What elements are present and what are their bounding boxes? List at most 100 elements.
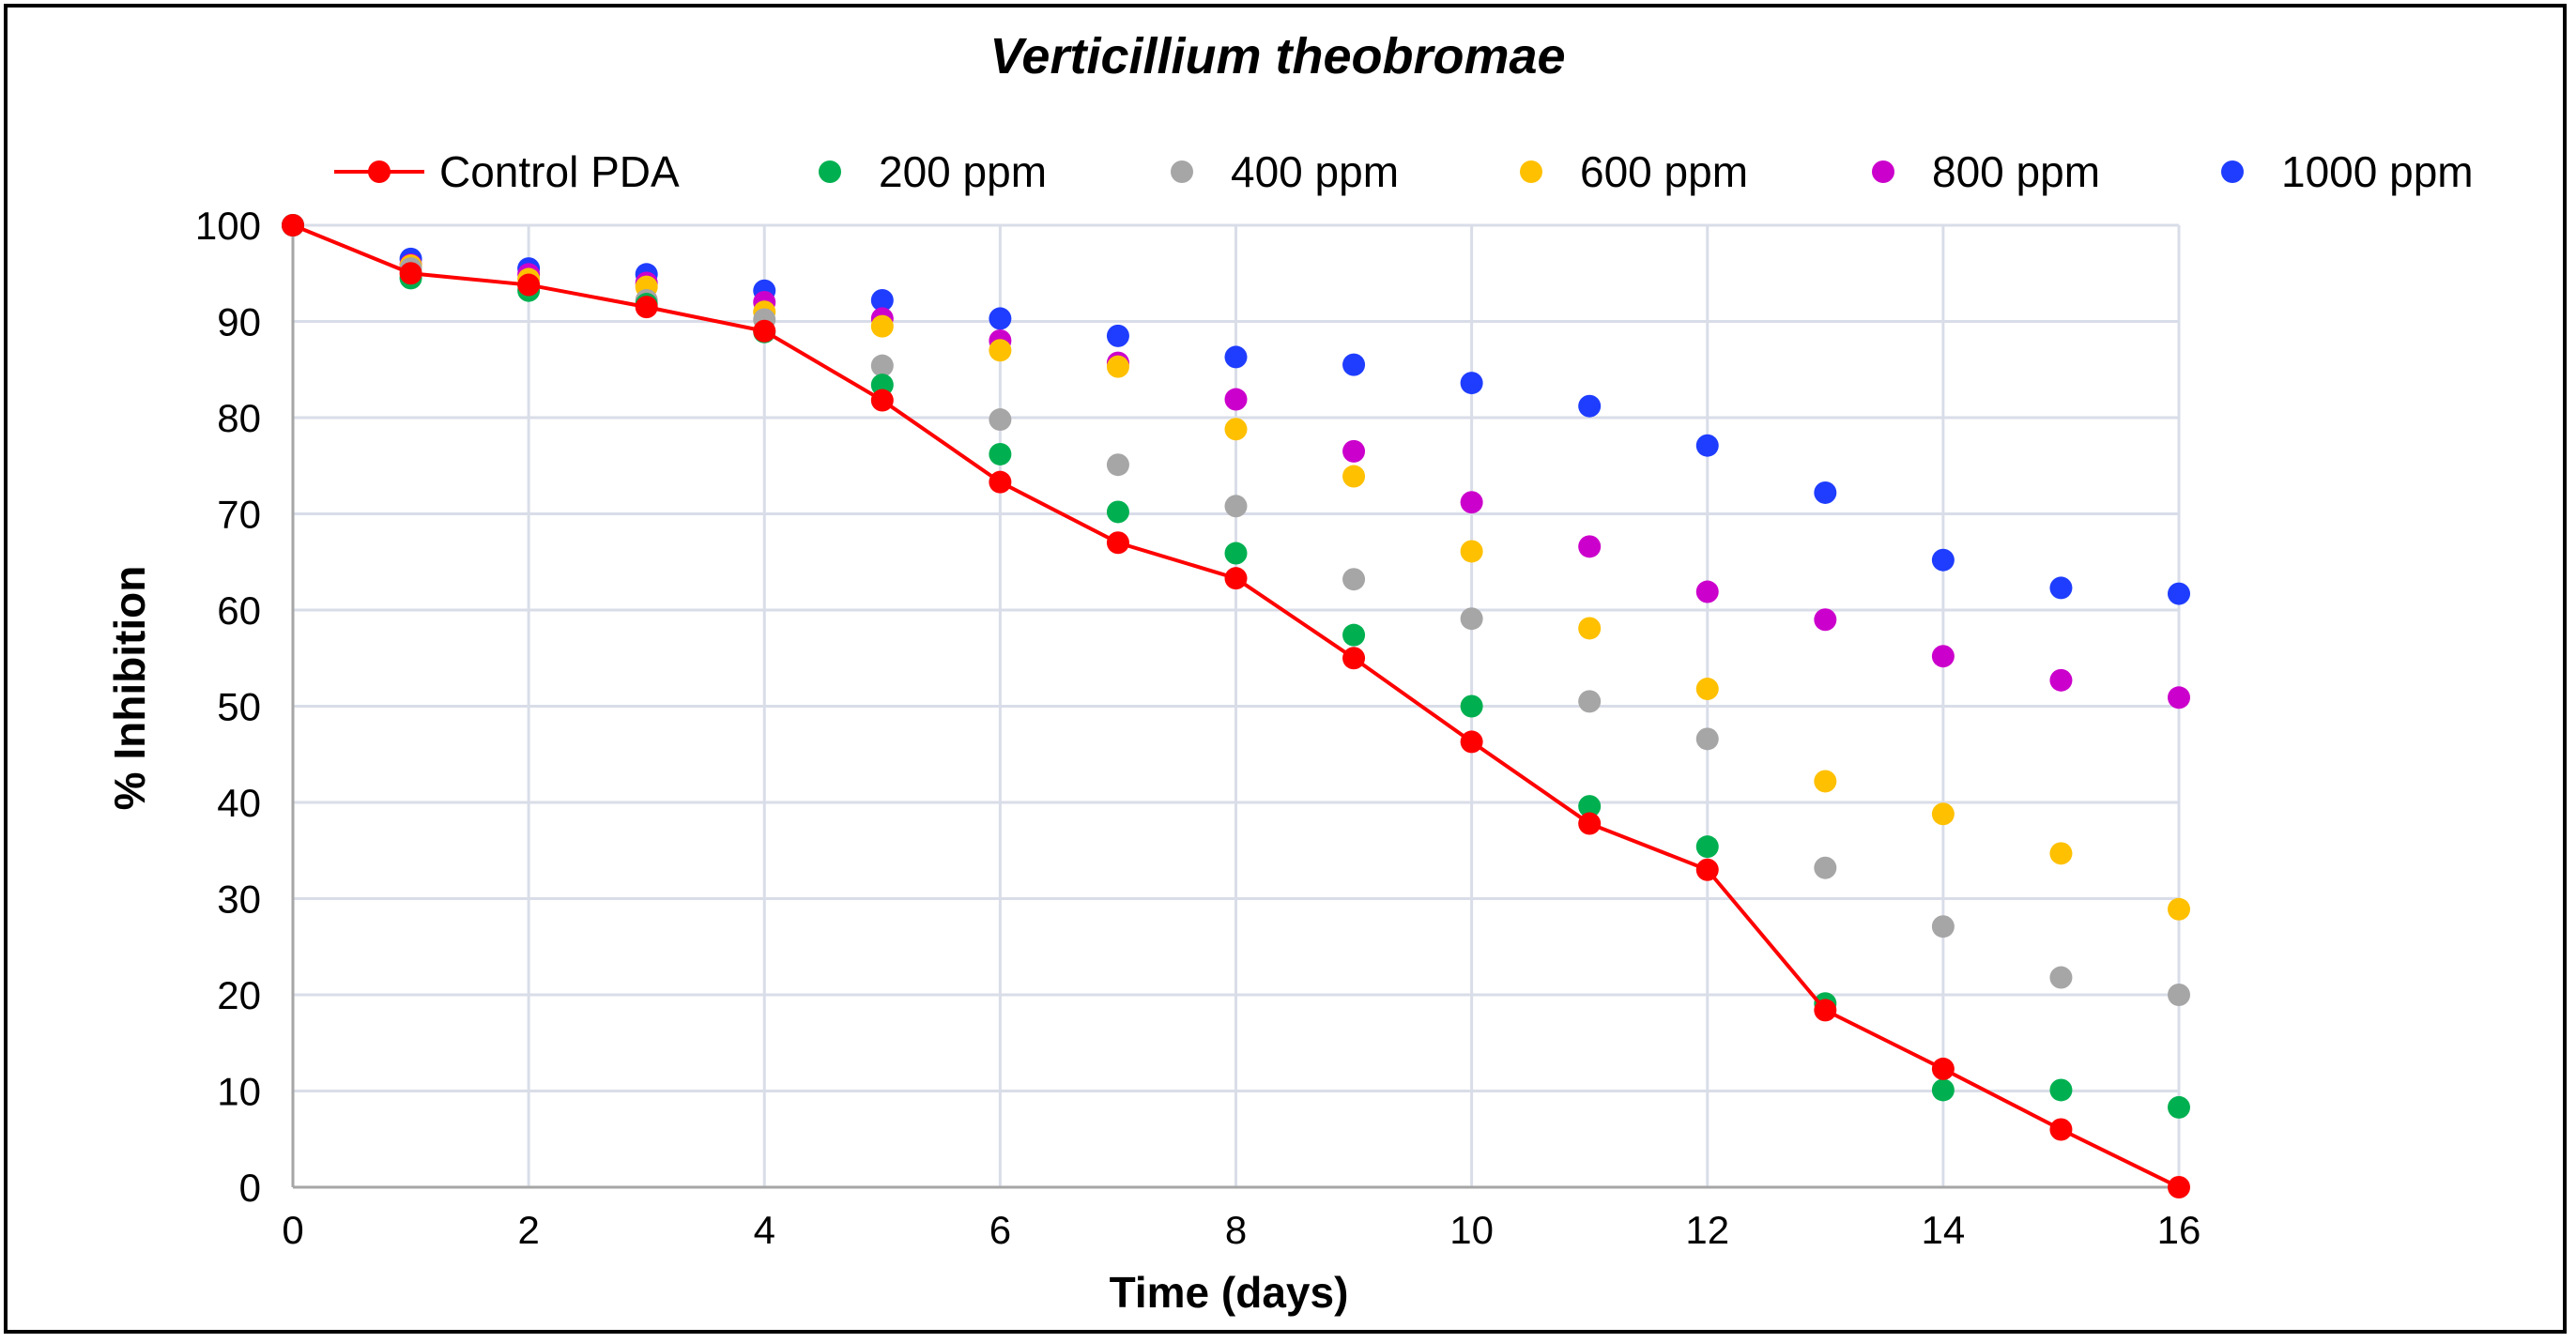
data-point (1695, 858, 1719, 881)
data-point (1814, 856, 1837, 879)
y-axis-title: % Inhibition (105, 566, 154, 811)
legend: Control PDA 200 ppm 400 ppm 600 ppm 800 ppm 1… (334, 147, 2474, 196)
data-point (1224, 567, 1248, 590)
y-tick-label: 90 (217, 300, 261, 344)
legend-label: 800 ppm (1932, 147, 2100, 196)
data-point (1931, 1057, 1955, 1080)
data-point (2168, 984, 2190, 1006)
data-point (870, 314, 894, 338)
y-tick-label: 10 (217, 1070, 261, 1114)
data-point (1931, 548, 1955, 572)
data-point (1578, 394, 1602, 418)
data-point (635, 296, 658, 319)
x-tick-label: 0 (282, 1208, 303, 1252)
data-point (1814, 608, 1837, 632)
data-point (1460, 730, 1483, 754)
data-point (1695, 727, 1719, 751)
legend-item: 200 ppm (819, 147, 1047, 196)
y-tick-label: 40 (217, 781, 261, 825)
legend-label: 400 ppm (1231, 147, 1399, 196)
data-point (1106, 531, 1129, 555)
data-point (989, 442, 1012, 465)
data-point (1578, 690, 1602, 713)
chart-frame: Verticillium theobromae 0 2 4 6 8 10 12 14 16 0 10… (4, 4, 2567, 1334)
data-point (870, 354, 894, 377)
legend-label: Control PDA (439, 147, 680, 196)
data-point (1814, 999, 1837, 1022)
y-tick-label: 60 (217, 588, 261, 633)
data-point (1342, 623, 1366, 647)
x-tick-label: 8 (1225, 1208, 1247, 1252)
data-point (2049, 1078, 2073, 1102)
data-point (1578, 812, 1602, 835)
data-point (282, 214, 304, 237)
x-tick-label: 10 (1449, 1208, 1494, 1252)
axis-layer: 0 2 4 6 8 10 12 14 16 0 10 20 30 40 50 60 70 80 90 100 (195, 204, 2200, 1252)
data-point (1106, 355, 1129, 378)
legend-item: 600 ppm (1520, 147, 1748, 196)
data-point (1342, 568, 1366, 591)
x-tick-label: 4 (754, 1208, 775, 1252)
legend-marker (2221, 160, 2244, 183)
x-tick-label: 6 (989, 1208, 1011, 1252)
data-point (1224, 418, 1248, 441)
data-point (1106, 500, 1129, 524)
data-point (1224, 495, 1248, 518)
legend-label: 200 ppm (879, 147, 1047, 196)
data-point (1342, 353, 1366, 376)
data-point (989, 470, 1012, 494)
y-tick-label: 70 (217, 493, 261, 537)
data-point (1931, 802, 1955, 826)
data-point (2049, 1118, 2073, 1141)
data-point (1224, 345, 1248, 369)
data-point (1578, 535, 1602, 558)
y-tick-label: 20 (217, 973, 261, 1017)
data-point (1695, 434, 1719, 457)
chart-svg: Verticillium theobromae 0 2 4 6 8 10 12 14 16 0 10… (105, 28, 2474, 1317)
data-point (1224, 388, 1248, 411)
y-tick-label: 0 (239, 1166, 261, 1210)
x-axis-title: Time (days) (1110, 1268, 1349, 1317)
data-point (870, 288, 894, 312)
data-point (517, 273, 541, 297)
data-point (1106, 453, 1129, 477)
x-tick-label: 14 (1922, 1208, 1966, 1252)
data-point (1578, 617, 1602, 640)
data-point (2049, 966, 2073, 989)
data-point (1814, 770, 1837, 793)
data-point (1931, 915, 1955, 939)
data-point (1460, 372, 1483, 395)
data-point (1460, 540, 1483, 563)
x-tick-label: 2 (517, 1208, 539, 1252)
data-point (2168, 686, 2190, 710)
data-point (870, 374, 894, 397)
legend-marker (368, 160, 391, 183)
y-tick-label: 80 (217, 396, 261, 440)
data-point (2049, 576, 2073, 600)
data-point (989, 408, 1012, 432)
x-tick-label: 12 (1685, 1208, 1729, 1252)
data-point (2049, 668, 2073, 692)
data-point (1460, 607, 1483, 631)
data-point (1342, 465, 1366, 488)
legend-marker (1520, 160, 1542, 183)
data-point (1460, 491, 1483, 514)
data-point (870, 389, 894, 412)
data-point (989, 307, 1012, 330)
data-point (989, 339, 1012, 362)
data-point (1460, 694, 1483, 718)
data-point (1695, 835, 1719, 859)
chart-title: Verticillium theobromae (989, 28, 1565, 84)
legend-item: 800 ppm (1872, 147, 2100, 196)
grid-layer (293, 223, 2181, 1187)
legend-item: Control PDA (334, 147, 680, 196)
data-point (1695, 678, 1719, 701)
data-point (1695, 580, 1719, 603)
y-tick-label: 50 (217, 685, 261, 729)
data-point (1814, 481, 1837, 504)
legend-item: 1000 ppm (2221, 147, 2474, 196)
legend-marker (1171, 160, 1193, 183)
legend-label: 600 ppm (1580, 147, 1748, 196)
series-control-pda (282, 214, 2190, 1198)
data-point (1342, 647, 1366, 670)
